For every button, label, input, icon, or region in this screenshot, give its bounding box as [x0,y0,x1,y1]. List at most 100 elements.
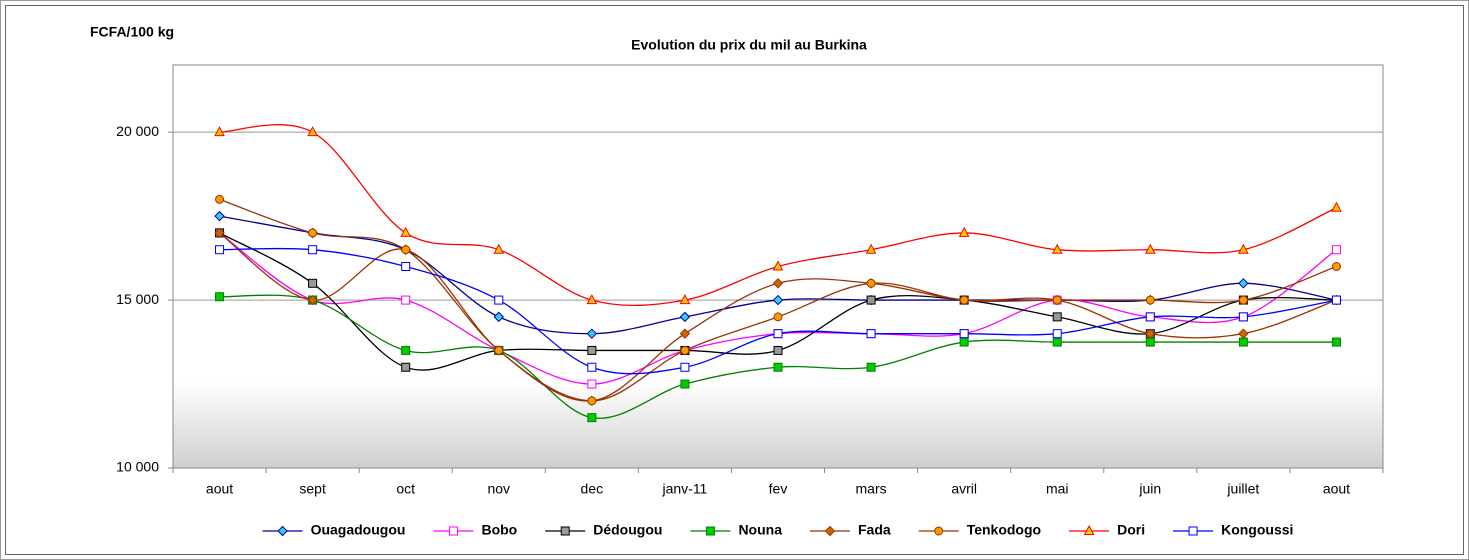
data-point [401,362,411,372]
data-point [1238,312,1248,322]
legend-label: Nouna [738,522,782,538]
data-point [1145,337,1155,347]
plot-shade [173,382,1383,468]
data-point [680,345,690,355]
data-point [773,345,783,355]
y-axis-label: FCFA/100 kg [90,24,174,40]
data-point [1238,328,1249,339]
legend-marker [934,526,944,536]
data-point [401,345,411,355]
data-point [308,228,318,238]
data-point [1052,329,1062,339]
legend-label: Dori [1117,522,1145,538]
data-point [1052,337,1062,347]
data-point [866,362,876,372]
data-point [772,260,784,271]
data-point [215,292,225,302]
data-point [958,226,970,237]
data-point [1331,295,1341,305]
data-point [680,379,690,389]
data-point [308,245,318,255]
data-point [866,295,876,305]
x-tick-label: fev [769,481,788,497]
legend-marker [1188,526,1198,536]
legend-label: Kongoussi [1221,522,1293,538]
data-point [586,294,598,305]
legend-label: Ouagadougou [311,522,406,538]
data-point [307,294,318,306]
data-point [679,294,691,305]
data-point [679,328,691,339]
data-point [215,194,225,204]
data-point [866,278,876,288]
x-tick-label: juillet [1226,481,1259,497]
x-tick-label: nov [487,481,510,497]
data-point [1145,312,1155,322]
x-tick-label: mai [1046,481,1069,497]
legend-marker [824,525,836,537]
data-point [493,243,505,254]
data-point [1144,243,1156,254]
data-point [494,295,504,305]
data-point [1052,295,1062,305]
data-point [214,126,225,137]
data-point [587,345,597,355]
x-tick-label: juin [1138,481,1161,497]
legend-label: Bobo [481,522,517,538]
data-point [587,362,597,372]
data-point [214,227,225,239]
x-tick-label: aout [1323,481,1350,497]
data-point [772,294,784,306]
data-point [679,311,691,323]
data-point [214,210,225,222]
data-point [1052,312,1062,322]
data-point [959,329,969,339]
legend-marker [1083,524,1095,535]
x-tick-label: sept [299,481,326,497]
data-point [493,311,504,323]
x-tick-label: mars [856,481,887,497]
x-tick-label: avril [951,481,977,497]
data-point [773,312,783,322]
legend-marker [705,526,715,536]
data-point [1238,278,1249,289]
data-point [586,328,598,339]
data-point [401,295,411,305]
data-point [865,243,877,254]
data-point [1051,243,1063,254]
data-point [587,379,597,389]
legend-marker [560,526,570,536]
data-point [680,362,690,372]
legend-label: Dédougou [593,522,662,538]
data-point [1238,243,1249,254]
data-point [1331,245,1341,255]
data-point [959,337,969,347]
x-tick-label: dec [581,481,604,497]
data-point [772,278,784,289]
data-point [1331,337,1341,347]
data-point [401,245,411,255]
data-point [773,362,783,372]
legend-marker [277,525,288,537]
data-point [1331,262,1341,271]
legend-marker [448,526,458,536]
data-point [400,226,412,237]
data-point [1331,201,1342,212]
chart-title: Evolution du prix du mil au Burkina [631,37,867,53]
legend-label: Fada [858,522,891,538]
x-tick-label: janv-11 [661,481,707,497]
data-point [307,126,318,137]
data-point [308,278,318,288]
data-point [1238,295,1248,305]
data-point [866,329,876,339]
data-point [215,245,225,255]
data-point [773,329,783,339]
y-tick-label: 15 000 [116,291,159,307]
data-point [401,262,411,271]
data-point [587,413,597,423]
data-point [1145,328,1156,339]
inner-frame [5,5,1464,555]
